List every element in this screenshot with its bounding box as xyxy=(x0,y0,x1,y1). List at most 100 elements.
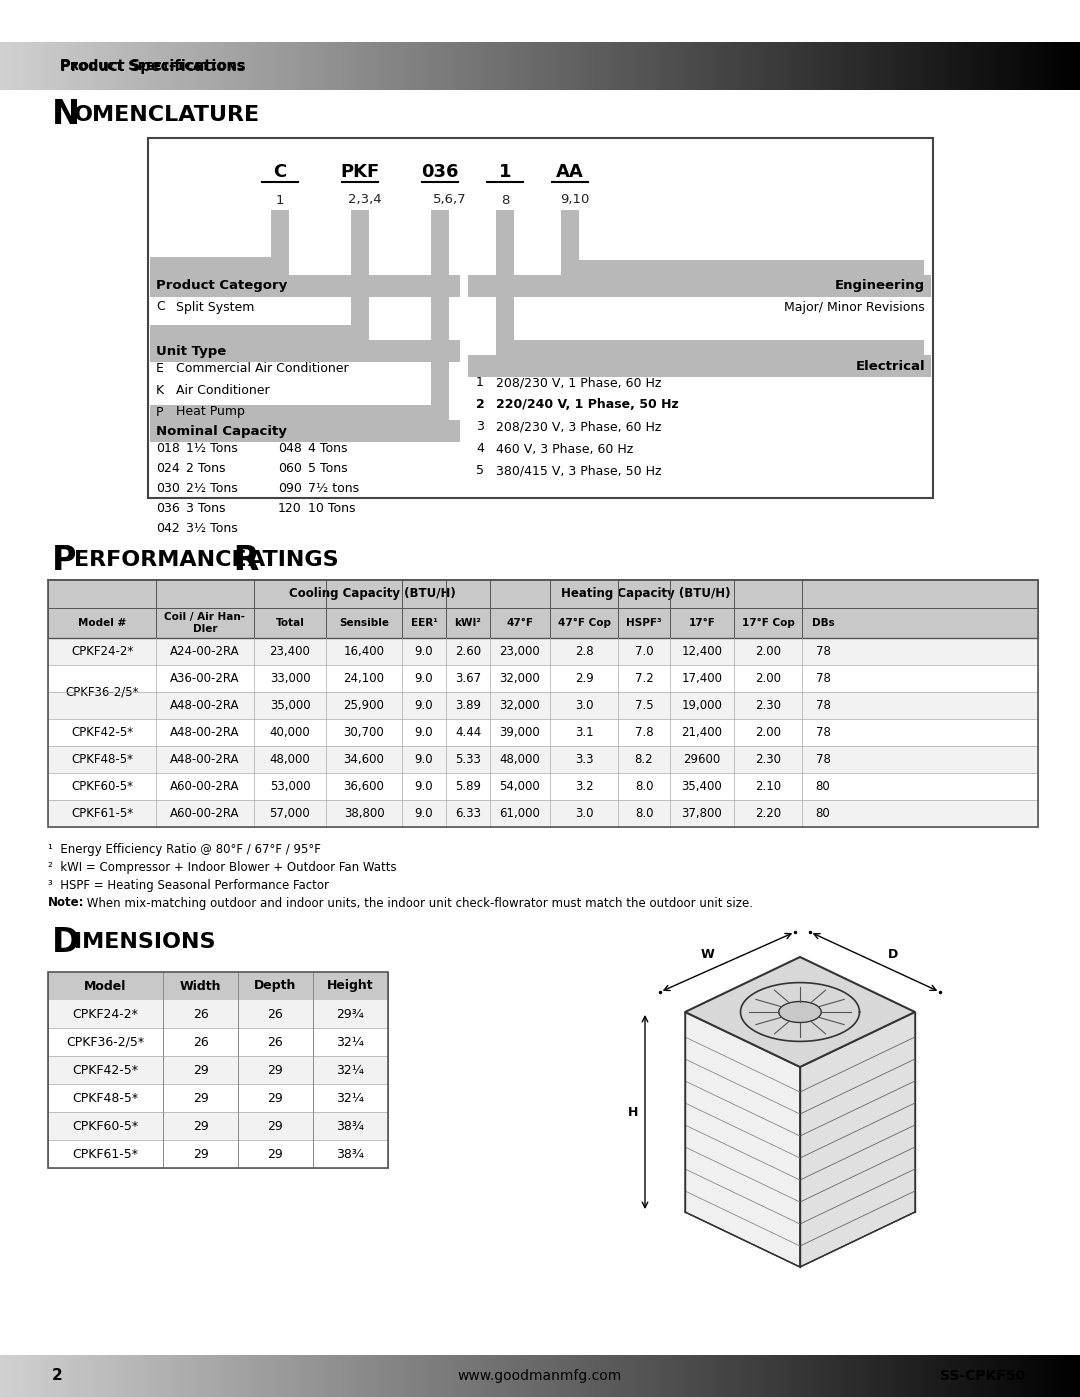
Text: 47°F: 47°F xyxy=(507,617,534,629)
Text: 036: 036 xyxy=(421,163,459,182)
Bar xyxy=(48,773,1038,800)
Bar xyxy=(496,210,514,215)
Bar xyxy=(48,1028,388,1056)
Text: P: P xyxy=(52,543,77,577)
Text: 3.1: 3.1 xyxy=(575,726,593,739)
Text: 16,400: 16,400 xyxy=(343,645,384,658)
Text: Unit Type: Unit Type xyxy=(156,345,226,358)
Bar xyxy=(468,355,931,377)
Bar xyxy=(48,972,388,1000)
Text: 38¾: 38¾ xyxy=(337,1119,365,1133)
Text: C: C xyxy=(273,163,286,182)
Text: 39,000: 39,000 xyxy=(500,726,540,739)
Text: HSPF³: HSPF³ xyxy=(626,617,662,629)
Text: 2: 2 xyxy=(52,1369,63,1383)
Polygon shape xyxy=(685,957,915,1067)
Bar xyxy=(431,210,449,215)
Text: Note:: Note: xyxy=(48,897,84,909)
Text: 9.0: 9.0 xyxy=(415,780,433,793)
Bar xyxy=(271,210,289,215)
Text: 380/415 V, 3 Phase, 50 Hz: 380/415 V, 3 Phase, 50 Hz xyxy=(496,464,661,478)
Text: 208/230 V, 3 Phase, 60 Hz: 208/230 V, 3 Phase, 60 Hz xyxy=(496,420,661,433)
Text: 38¾: 38¾ xyxy=(337,1147,365,1161)
Text: 5 Tons: 5 Tons xyxy=(308,461,348,475)
Bar xyxy=(561,210,579,272)
Text: 4.44: 4.44 xyxy=(455,726,481,739)
Text: ¹  Energy Efficiency Ratio @ 80°F / 67°F / 95°F: ¹ Energy Efficiency Ratio @ 80°F / 67°F … xyxy=(48,842,321,855)
Bar xyxy=(48,1112,388,1140)
Bar xyxy=(48,638,1038,665)
Text: 3½ Tons: 3½ Tons xyxy=(186,521,238,535)
Bar xyxy=(48,580,1038,827)
Text: 036: 036 xyxy=(156,502,179,514)
Text: 21,400: 21,400 xyxy=(681,726,723,739)
Text: 048: 048 xyxy=(278,441,302,454)
Text: Air Conditioner: Air Conditioner xyxy=(176,384,270,397)
Text: 9.0: 9.0 xyxy=(415,753,433,766)
Text: 40,000: 40,000 xyxy=(270,726,310,739)
Text: 7.5: 7.5 xyxy=(635,698,653,712)
Text: Width: Width xyxy=(179,979,221,992)
Text: Sensible: Sensible xyxy=(339,617,389,629)
Text: ERFORMANCE: ERFORMANCE xyxy=(75,550,246,570)
Text: 8.0: 8.0 xyxy=(635,780,653,793)
Text: 9.0: 9.0 xyxy=(415,645,433,658)
Text: 5.33: 5.33 xyxy=(455,753,481,766)
Text: CPKF42-5*: CPKF42-5* xyxy=(71,726,133,739)
Text: Height: Height xyxy=(327,979,374,992)
Text: 32¼: 32¼ xyxy=(337,1035,365,1049)
Text: 26: 26 xyxy=(192,1035,208,1049)
Text: 23,400: 23,400 xyxy=(270,645,310,658)
Text: 32,000: 32,000 xyxy=(500,698,540,712)
Text: 3: 3 xyxy=(476,420,484,433)
Text: D: D xyxy=(888,947,899,961)
Text: Model: Model xyxy=(84,979,126,992)
Text: 78: 78 xyxy=(815,698,831,712)
Text: Split System: Split System xyxy=(176,300,255,313)
Text: When mix-matching outdoor and indoor units, the indoor unit check-flowrator must: When mix-matching outdoor and indoor uni… xyxy=(83,897,753,909)
Text: 2.00: 2.00 xyxy=(755,645,781,658)
Text: 32¼: 32¼ xyxy=(337,1063,365,1077)
Text: 26: 26 xyxy=(268,1007,283,1020)
Bar xyxy=(48,800,1038,827)
Text: 3 Tons: 3 Tons xyxy=(186,502,226,514)
Text: 4: 4 xyxy=(476,443,484,455)
Text: 25,900: 25,900 xyxy=(343,698,384,712)
Bar xyxy=(150,420,460,441)
Text: 32¼: 32¼ xyxy=(337,1091,365,1105)
Text: 042: 042 xyxy=(156,521,179,535)
Text: 10 Tons: 10 Tons xyxy=(308,502,355,514)
Text: kWI²: kWI² xyxy=(455,617,482,629)
Text: 8: 8 xyxy=(501,194,509,207)
Text: SS-CPKF50: SS-CPKF50 xyxy=(940,1369,1025,1383)
Text: CPKF24-2*: CPKF24-2* xyxy=(71,645,133,658)
Bar xyxy=(48,580,1038,638)
Text: CPKF61-5*: CPKF61-5* xyxy=(72,1147,138,1161)
Text: 3.3: 3.3 xyxy=(575,753,593,766)
Text: ³  HSPF = Heating Seasonal Performance Factor: ³ HSPF = Heating Seasonal Performance Fa… xyxy=(48,879,329,891)
Text: AA: AA xyxy=(556,163,584,182)
Text: Major/ Minor Revisions: Major/ Minor Revisions xyxy=(784,300,924,313)
Text: 29: 29 xyxy=(192,1119,208,1133)
Text: 1: 1 xyxy=(275,194,284,207)
Text: E: E xyxy=(156,362,164,374)
Text: Depth: Depth xyxy=(254,979,297,992)
Text: 53,000: 53,000 xyxy=(270,780,310,793)
Text: 33,000: 33,000 xyxy=(270,672,310,685)
Text: 38,800: 38,800 xyxy=(343,807,384,820)
Bar xyxy=(468,275,931,298)
Text: 78: 78 xyxy=(815,672,831,685)
Text: CPKF61-5*: CPKF61-5* xyxy=(71,807,133,820)
Text: 2½ Tons: 2½ Tons xyxy=(186,482,238,495)
Text: 9.0: 9.0 xyxy=(415,672,433,685)
Text: 060: 060 xyxy=(278,461,302,475)
Bar xyxy=(48,692,1038,719)
Text: 3.0: 3.0 xyxy=(575,698,593,712)
Text: 1½ Tons: 1½ Tons xyxy=(186,441,238,454)
Text: 9.0: 9.0 xyxy=(415,698,433,712)
Text: 7.8: 7.8 xyxy=(635,726,653,739)
Text: 54,000: 54,000 xyxy=(500,780,540,793)
Text: 030: 030 xyxy=(156,482,180,495)
Text: 220/240 V, 1 Phase, 50 Hz: 220/240 V, 1 Phase, 50 Hz xyxy=(496,398,678,412)
Text: 57,000: 57,000 xyxy=(270,807,310,820)
